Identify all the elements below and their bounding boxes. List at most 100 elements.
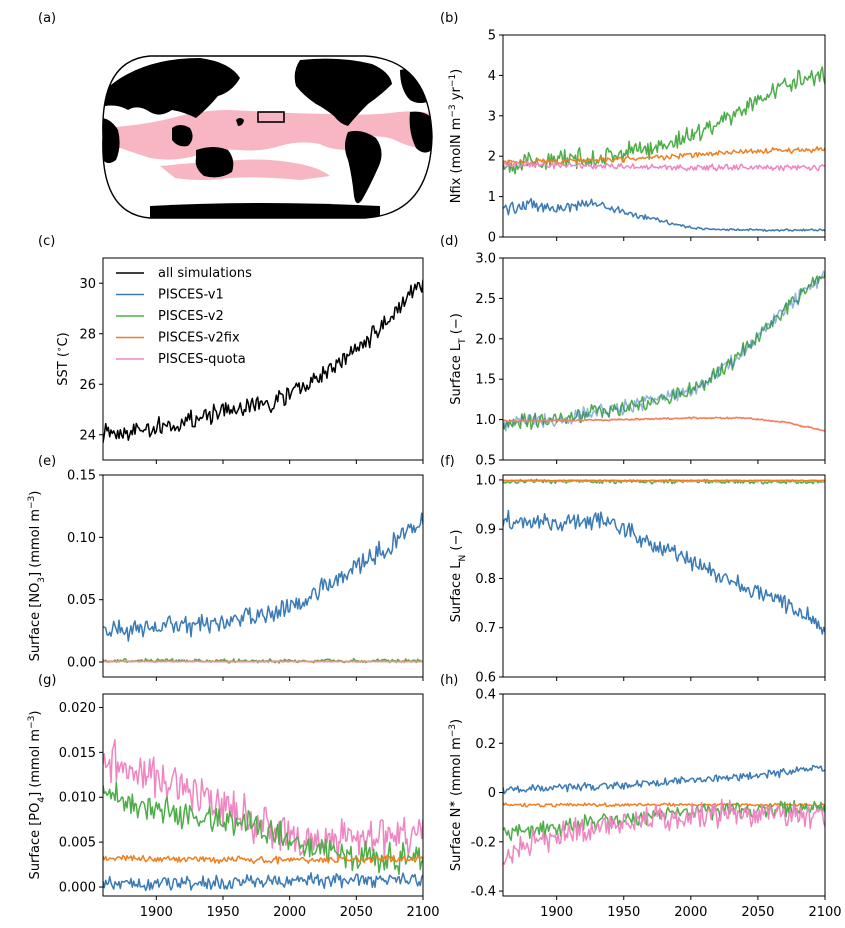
legend-label-v1: PISCES-v1 bbox=[158, 288, 224, 303]
panel-f: (f) 0.6 0.7 0.8 0.9 1.0 Surface LN (−) bbox=[440, 454, 826, 686]
y-tick-label: 0.2 bbox=[475, 737, 496, 752]
y-tick-label: 0.15 bbox=[67, 469, 96, 484]
x-tick-label: 2050 bbox=[340, 905, 373, 920]
y-tick-label: 0.005 bbox=[59, 836, 96, 851]
series-line-v2 bbox=[103, 781, 423, 876]
y-tick-label: 1.0 bbox=[475, 413, 496, 428]
series-line-v1 bbox=[103, 872, 423, 892]
panel-label-c: (c) bbox=[38, 234, 55, 249]
y-tick-label: 0.4 bbox=[475, 688, 496, 703]
x-tick-label: 1950 bbox=[206, 905, 239, 920]
y-tick-label: 4 bbox=[488, 69, 496, 84]
y-tick-label: 2 bbox=[488, 150, 496, 165]
legend: all simulations PISCES-v1 PISCES-v2 PISCES-… bbox=[116, 266, 252, 367]
x-tick-label: 1900 bbox=[140, 905, 173, 920]
panel-c: (c) 24 26 28 30 SST (∘C) all simulations PISCES… bbox=[38, 234, 424, 464]
y-tick-label: 0.6 bbox=[475, 671, 496, 686]
series-line-v1 bbox=[503, 197, 825, 232]
y-tick-label: 30 bbox=[79, 277, 96, 292]
y-axis-label: Surface LT (−) bbox=[449, 313, 468, 405]
panel-label-d: (d) bbox=[440, 234, 458, 249]
panel-label-e: (e) bbox=[38, 454, 56, 469]
panel-g: (g) 0.000 0.005 0.010 0.015 0.020 1900 1950 2000… bbox=[27, 673, 440, 920]
x-tick-label: 2100 bbox=[406, 905, 439, 920]
axes-frame bbox=[502, 257, 826, 461]
panel-label-f: (f) bbox=[440, 454, 455, 469]
panel-label-a: (a) bbox=[38, 11, 56, 26]
series-group bbox=[503, 478, 825, 635]
y-axis-label: SST (∘C) bbox=[55, 332, 71, 385]
y-tick-label: 1.5 bbox=[475, 373, 496, 388]
series-line-quota bbox=[503, 798, 825, 865]
y-tick-label: 5 bbox=[488, 29, 496, 44]
y-tick-label: 0.05 bbox=[67, 593, 96, 608]
legend-label-quota: PISCES-quota bbox=[158, 352, 246, 367]
axes-frame bbox=[502, 474, 826, 678]
y-tick-label: 28 bbox=[79, 327, 96, 342]
y-tick-label: 0.9 bbox=[475, 523, 496, 538]
panel-h: (h) -0.4 -0.2 0 0.2 0.4 1900 1950 2000 2050 2100 Su… bbox=[440, 673, 842, 920]
axes-frame bbox=[102, 474, 424, 678]
series-line-quota bbox=[503, 160, 825, 172]
x-tick-label: 1950 bbox=[607, 905, 640, 920]
panel-d: (d) 0.5 1.0 1.5 2.0 2.5 3.0 Surface LT (−) bbox=[440, 234, 826, 469]
series-group bbox=[503, 764, 825, 865]
series-line-v2fix bbox=[503, 416, 825, 432]
x-tick-label: 1900 bbox=[540, 905, 573, 920]
legend-label-all: all simulations bbox=[158, 266, 252, 281]
y-tick-label: 1.0 bbox=[475, 473, 496, 488]
y-tick-label: 2.5 bbox=[475, 292, 496, 307]
axes-frame bbox=[502, 693, 826, 897]
panel-label-b: (b) bbox=[440, 11, 458, 26]
series-group bbox=[503, 270, 825, 432]
y-tick-label: 0.010 bbox=[59, 791, 96, 806]
y-axis-label: Surface LN (−) bbox=[449, 530, 468, 623]
series-line-quota bbox=[503, 416, 825, 432]
panel-label-h: (h) bbox=[440, 673, 458, 688]
y-tick-label: 0.00 bbox=[67, 656, 96, 671]
y-tick-label: 0.7 bbox=[475, 621, 496, 636]
x-tick-label: 2000 bbox=[674, 905, 707, 920]
y-tick-label: 1 bbox=[488, 190, 496, 205]
y-tick-label: 0 bbox=[488, 231, 496, 246]
series-group bbox=[103, 738, 423, 892]
y-tick-label: 3 bbox=[488, 109, 496, 124]
series-line-v2 bbox=[503, 66, 825, 175]
x-tick-label: 2100 bbox=[808, 905, 841, 920]
legend-label-v2fix: PISCES-v2fix bbox=[158, 331, 240, 346]
series-group bbox=[103, 512, 423, 664]
y-axis-label: Surface [PO4] (mmol m−3) bbox=[27, 711, 47, 880]
series-line-quota bbox=[103, 660, 423, 663]
y-tick-label: 24 bbox=[79, 428, 96, 443]
legend-label-v2: PISCES-v2 bbox=[158, 309, 224, 324]
series-line-quota bbox=[103, 738, 423, 862]
panel-b: (b) 0 1 2 3 4 5 Nfix (molN m−3 yr−1) bbox=[440, 11, 826, 246]
panel-label-g: (g) bbox=[38, 673, 56, 688]
y-tick-label: -0.4 bbox=[471, 885, 496, 900]
series-group bbox=[503, 66, 825, 232]
series-line-all bbox=[103, 279, 423, 443]
y-tick-label: 0.020 bbox=[59, 701, 96, 716]
y-tick-label: 2.0 bbox=[475, 332, 496, 347]
series-line-v1 bbox=[103, 512, 423, 642]
study-region-box bbox=[257, 111, 285, 123]
y-tick-label: 0.10 bbox=[67, 531, 96, 546]
x-tick-label: 2000 bbox=[273, 905, 306, 920]
series-line-v2fix bbox=[503, 802, 825, 808]
y-tick-label: 0.5 bbox=[475, 454, 496, 469]
x-tick-label: 2050 bbox=[741, 905, 774, 920]
series-line-v2fix bbox=[503, 479, 825, 482]
panel-e: (e) 0.00 0.05 0.10 0.15 Surface [NO3] (mmol m… bbox=[27, 454, 424, 681]
y-tick-label: -0.2 bbox=[471, 835, 496, 850]
y-tick-label: 0.8 bbox=[475, 572, 496, 587]
y-axis-label: Nfix (molN m−3 yr−1) bbox=[448, 69, 464, 203]
world-map bbox=[102, 55, 433, 219]
series-group bbox=[103, 279, 423, 443]
globe-border bbox=[102, 55, 433, 219]
series-line-v2 bbox=[503, 273, 825, 430]
y-tick-label: 3.0 bbox=[475, 252, 496, 267]
axes-frame bbox=[502, 34, 826, 238]
y-tick-label: 0.000 bbox=[59, 881, 96, 896]
axes-frame bbox=[102, 693, 424, 897]
